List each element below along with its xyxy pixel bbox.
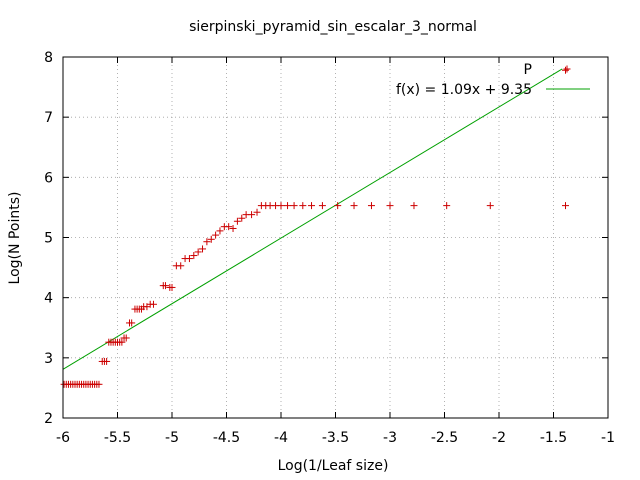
data-point [561, 202, 569, 210]
y-tick-label: 5 [44, 231, 53, 247]
chart-title: sierpinski_pyramid_sin_escalar_3_normal [189, 19, 477, 35]
data-point [194, 248, 202, 256]
data-point [161, 282, 169, 290]
y-tick-label: 4 [44, 291, 53, 307]
data-point [216, 227, 224, 235]
data-point [253, 208, 261, 216]
data-point [284, 202, 292, 210]
data-point [443, 202, 451, 210]
data-point [334, 202, 342, 210]
x-tick-label: -6 [56, 430, 70, 446]
data-point [277, 202, 285, 210]
x-tick-label: -2 [492, 430, 506, 446]
y-tick-label: 7 [44, 110, 53, 126]
x-tick-label: -2.5 [431, 430, 458, 446]
data-point [168, 283, 176, 291]
data-point [290, 202, 298, 210]
data-point [225, 223, 233, 231]
y-tick-label: 8 [44, 50, 53, 66]
legend: P f(x) = 1.09x + 9.35 [396, 62, 590, 98]
x-tick-label: -5 [165, 430, 179, 446]
data-point [118, 338, 126, 346]
data-point [122, 334, 130, 342]
data-point [149, 300, 157, 308]
plot-frame [62, 56, 609, 419]
y-tick-label: 6 [44, 170, 53, 186]
data-point [95, 380, 103, 388]
data-point [233, 217, 241, 225]
data-point [103, 357, 111, 365]
data-point [486, 202, 494, 210]
data-points-layer [60, 66, 569, 388]
data-point [367, 202, 375, 210]
legend-label-points: P [524, 62, 532, 78]
data-point [410, 202, 418, 210]
y-axis-label: Log(N Points) [7, 192, 23, 285]
data-point [299, 202, 307, 210]
data-point [229, 224, 237, 232]
data-point [350, 202, 358, 210]
data-point [561, 66, 569, 74]
x-tick-label: -5.5 [104, 430, 131, 446]
data-point [308, 202, 316, 210]
data-point [212, 231, 220, 239]
fit-line [62, 68, 563, 370]
x-tick-label: -1.5 [540, 430, 567, 446]
y-tick-label: 3 [44, 351, 53, 367]
data-point [199, 245, 207, 253]
legend-marker-points [563, 65, 571, 73]
data-point [248, 211, 256, 219]
fit-line-layer [62, 68, 563, 370]
data-point [203, 238, 211, 246]
x-axis-label: Log(1/Leaf size) [278, 458, 389, 474]
data-point [318, 202, 326, 210]
x-tick-label: -4 [274, 430, 288, 446]
data-point [177, 262, 185, 270]
x-tick-label: -4.5 [213, 430, 240, 446]
grid [63, 57, 608, 418]
data-point [238, 214, 246, 222]
legend-label-fit: f(x) = 1.09x + 9.35 [396, 82, 532, 98]
legend-plus-marker [563, 65, 571, 73]
x-tick-label: -3.5 [322, 430, 349, 446]
data-point [386, 202, 394, 210]
data-point [207, 235, 215, 243]
data-point [185, 255, 193, 263]
data-point [128, 319, 136, 327]
y-tick-label: 2 [44, 411, 53, 427]
data-point [190, 252, 198, 260]
x-tick-label: -3 [383, 430, 397, 446]
x-tick-label: -1 [601, 430, 615, 446]
ticks: -6 -5.5 -5 -4.5 -4 -3.5 -3 -2.5 -2 -1.5 -1 2 3 4 5 6 7 8 [44, 50, 615, 446]
